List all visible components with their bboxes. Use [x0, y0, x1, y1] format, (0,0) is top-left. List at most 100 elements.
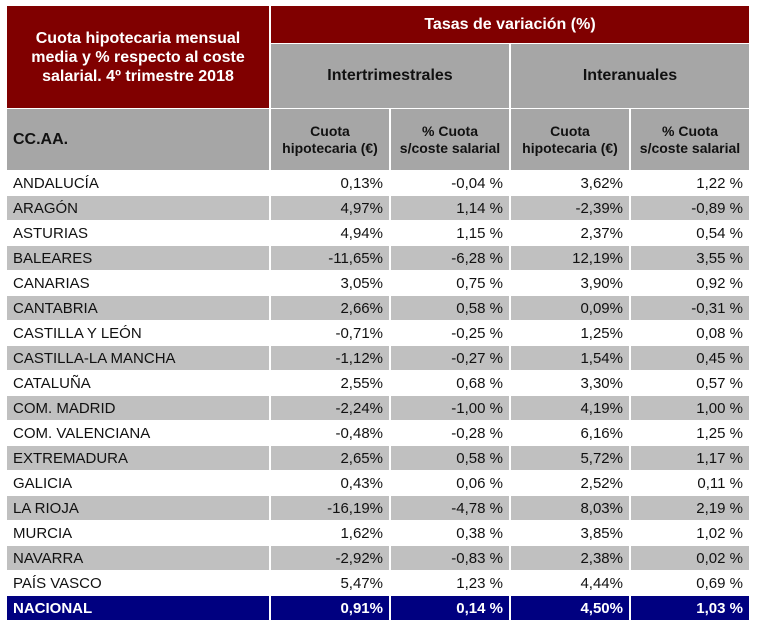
table-row: GALICIA 0,43% 0,06 % 2,52% 0,11 %	[7, 471, 749, 495]
annual-pct-value: 3,55 %	[631, 246, 749, 270]
region-name: EXTREMADURA	[7, 446, 269, 470]
table-title: Cuota hipotecaria mensual media y % resp…	[7, 6, 269, 108]
annual-pct-value: 0,92 %	[696, 274, 743, 292]
quarterly-pct-value: 0,58 %	[391, 296, 509, 320]
quarterly-cuota-value: -2,92%	[271, 546, 389, 570]
annual-pct-value: -0,31 %	[631, 296, 749, 320]
table-row: BALEARES -11,65% -6,28 % 12,19% 3,55 %	[7, 246, 749, 270]
quarterly-cuota-value: 0,13%	[340, 174, 383, 192]
annual-pct-value: 1,17 %	[631, 446, 749, 470]
table-row: CATALUÑA 2,55% 0,68 % 3,30% 0,57 %	[7, 371, 749, 395]
quarterly-pct-value: -0,83 %	[391, 546, 509, 570]
annual-pct-value: -0,89 %	[631, 196, 749, 220]
quarterly-cuota-value: -11,65%	[271, 246, 389, 270]
quarterly-pct-value: -1,00 %	[391, 396, 509, 420]
region-name: ASTURIAS	[13, 224, 89, 242]
table-row: COM. MADRID -2,24% -1,00 % 4,19% 1,00 %	[7, 396, 749, 420]
quarterly-pct-value: 1,14 %	[391, 196, 509, 220]
quarterly-pct-value: 0,14 %	[391, 596, 509, 620]
table-row: NAVARRA -2,92% -0,83 % 2,38% 0,02 %	[7, 546, 749, 570]
annual-pct-value: 0,08 %	[696, 324, 743, 342]
annual-header: Interanuales	[511, 44, 749, 108]
annual-pct-value: 1,22 %	[696, 174, 743, 192]
annual-pct-value: 0,11 %	[697, 474, 743, 492]
quarterly-cuota-value: 4,97%	[271, 196, 389, 220]
quarterly-cuota-value: -1,12%	[271, 346, 389, 370]
annual-pct-value: 0,69 %	[696, 574, 743, 592]
quarterly-cuota-value: 1,62%	[340, 524, 383, 542]
annual-pct-value: 1,03 %	[631, 596, 749, 620]
annual-cuota-value: 3,30%	[580, 374, 623, 392]
region-name: NAVARRA	[7, 546, 269, 570]
quarterly-cuota-header: Cuota hipotecaria (€)	[271, 109, 389, 170]
table-row: ARAGÓN 4,97% 1,14 % -2,39% -0,89 %	[7, 196, 749, 220]
quarterly-cuota-value: 2,55%	[340, 374, 383, 392]
annual-pct-value: 0,57 %	[696, 374, 743, 392]
quarterly-cuota-value: -2,24%	[271, 396, 389, 420]
annual-cuota-value: 4,44%	[580, 574, 623, 592]
region-name: CASTILLA Y LEÓN	[13, 324, 142, 342]
annual-pct-value: 1,00 %	[631, 396, 749, 420]
region-name: CASTILLA-LA MANCHA	[7, 346, 269, 370]
annual-cuota-value: 2,38%	[511, 546, 629, 570]
region-name: BALEARES	[7, 246, 269, 270]
total-row: NACIONAL 0,91% 0,14 % 4,50% 1,03 %	[7, 596, 749, 620]
annual-pct-value: 0,45 %	[631, 346, 749, 370]
quarterly-pct-value: -0,27 %	[391, 346, 509, 370]
quarterly-cuota-value: -0,48%	[335, 424, 383, 442]
quarterly-cuota-value: -0,71%	[335, 324, 383, 342]
region-column-header: CC.AA.	[7, 109, 269, 170]
region-name: ANDALUCÍA	[13, 174, 99, 192]
annual-cuota-value: 5,72%	[511, 446, 629, 470]
region-name: CANARIAS	[13, 274, 90, 292]
table-row: MURCIA 1,62% 0,38 % 3,85% 1,02 %	[7, 521, 749, 545]
annual-cuota-value: 1,54%	[511, 346, 629, 370]
table-row: CANTABRIA 2,66% 0,58 % 0,09% -0,31 %	[7, 296, 749, 320]
quarterly-pct-value: 0,75 %	[456, 274, 503, 292]
annual-cuota-value: 3,85%	[580, 524, 623, 542]
table-row: COM. VALENCIANA -0,48% -0,28 % 6,16% 1,25 %	[7, 421, 749, 445]
quarterly-cuota-value: 2,65%	[271, 446, 389, 470]
quarterly-pct-value: -0,28 %	[451, 424, 503, 442]
quarterly-header: Intertrimestrales	[271, 44, 509, 108]
region-name: MURCIA	[13, 524, 73, 542]
table-row: ASTURIAS 4,94% 1,15 % 2,37% 0,54 %	[7, 221, 749, 245]
region-name: COM. VALENCIANA	[13, 424, 151, 442]
annual-cuota-value: 4,19%	[511, 396, 629, 420]
quarterly-pct-value: 0,38 %	[456, 524, 503, 542]
table-row: CASTILLA Y LEÓN -0,71% -0,25 % 1,25% 0,08 %	[7, 321, 749, 345]
quarterly-pct-value: 1,15 %	[456, 224, 503, 242]
table-row: PAÍS VASCO 5,47% 1,23 % 4,44% 0,69 %	[7, 571, 749, 595]
quarterly-pct-header: % Cuota s/coste salarial	[391, 109, 509, 170]
quarterly-cuota-value: 0,91%	[271, 596, 389, 620]
quarterly-cuota-value: 2,66%	[271, 296, 389, 320]
annual-cuota-value: 6,16%	[580, 424, 623, 442]
annual-pct-value: 1,02 %	[696, 524, 743, 542]
table-row: CANARIAS 3,05% 0,75 % 3,90% 0,92 %	[7, 271, 749, 295]
region-name: NACIONAL	[7, 596, 269, 620]
annual-cuota-value: 2,52%	[580, 474, 623, 492]
annual-cuota-header: Cuota hipotecaria (€)	[511, 109, 629, 170]
table-row: ANDALUCÍA 0,13% -0,04 % 3,62% 1,22 %	[7, 171, 749, 195]
mortgage-table: Cuota hipotecaria mensual media y % resp…	[5, 5, 751, 621]
table-row: LA RIOJA -16,19% -4,78 % 8,03% 2,19 %	[7, 496, 749, 520]
annual-cuota-value: 2,37%	[580, 224, 623, 242]
annual-pct-value: 0,02 %	[631, 546, 749, 570]
quarterly-pct-value: 0,68 %	[456, 374, 503, 392]
region-name: GALICIA	[13, 474, 73, 492]
annual-cuota-value: 8,03%	[511, 496, 629, 520]
quarterly-pct-value: -4,78 %	[391, 496, 509, 520]
quarterly-cuota-value: 3,05%	[340, 274, 383, 292]
variation-rates-header: Tasas de variación (%)	[271, 6, 749, 43]
annual-cuota-value: 4,50%	[511, 596, 629, 620]
quarterly-pct-value: -6,28 %	[391, 246, 509, 270]
quarterly-pct-value: 0,58 %	[391, 446, 509, 470]
quarterly-cuota-value: 5,47%	[340, 574, 383, 592]
quarterly-pct-value: 0,06 %	[456, 474, 503, 492]
quarterly-cuota-value: 0,43%	[340, 474, 383, 492]
quarterly-pct-value: -0,25 %	[451, 324, 503, 342]
table-row: EXTREMADURA 2,65% 0,58 % 5,72% 1,17 %	[7, 446, 749, 470]
annual-pct-value: 1,25 %	[696, 424, 743, 442]
quarterly-cuota-value: -16,19%	[271, 496, 389, 520]
quarterly-pct-value: 1,23 %	[456, 574, 503, 592]
